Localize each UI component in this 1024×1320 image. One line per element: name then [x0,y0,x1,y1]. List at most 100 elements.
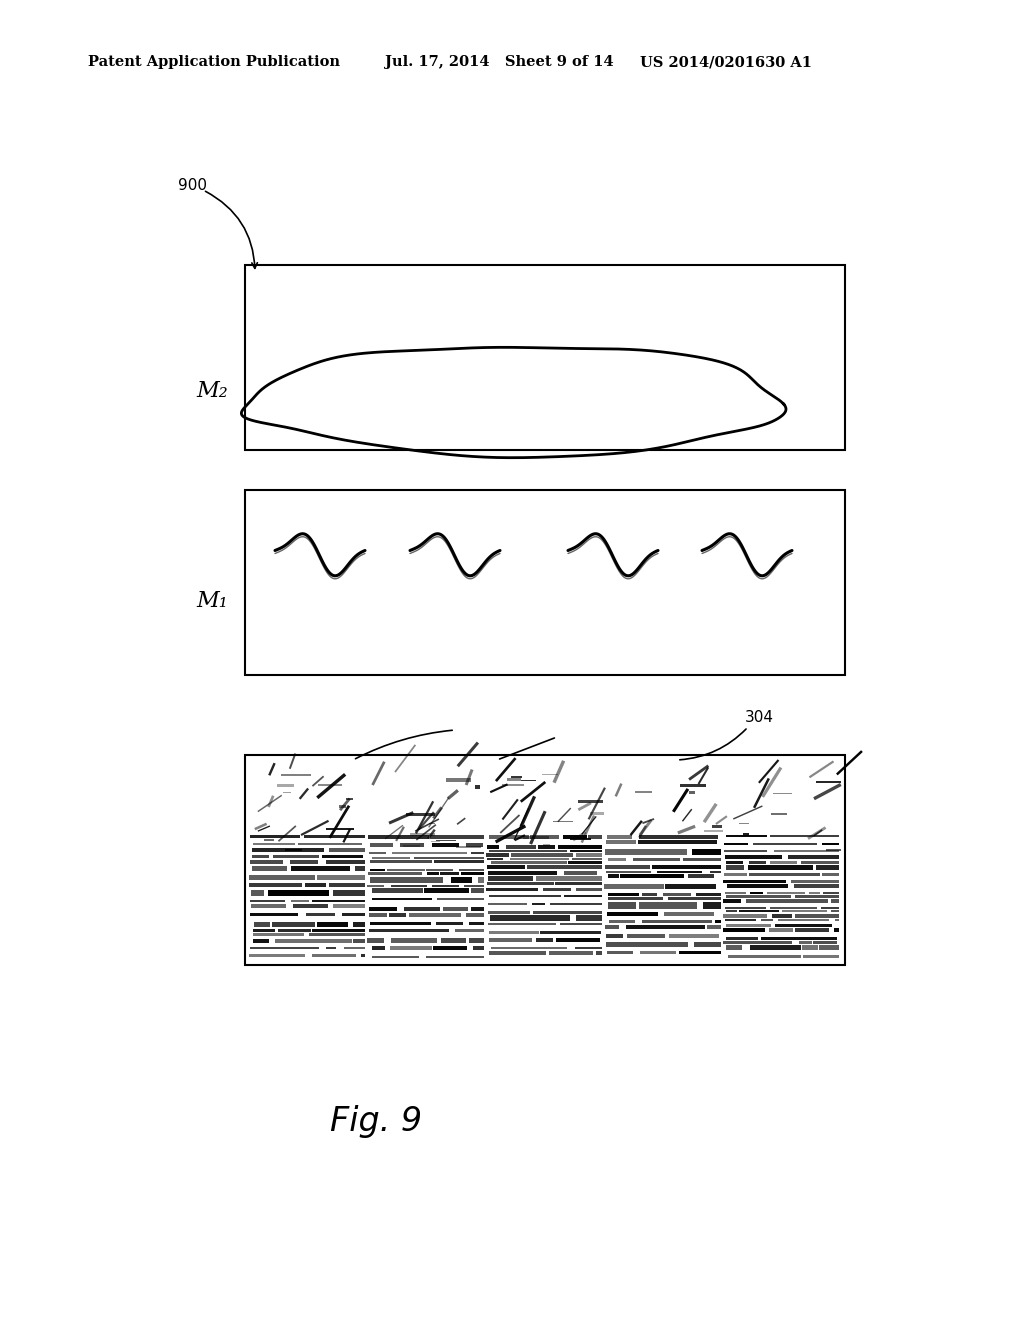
Bar [536,937,553,942]
Bar [488,937,532,942]
Bar [749,873,820,876]
Bar [250,875,315,880]
Bar [830,899,839,903]
Bar [739,822,750,824]
Bar [330,849,366,851]
Bar [276,784,294,787]
Bar [680,784,706,787]
Bar [605,849,687,855]
Bar [835,919,839,921]
Bar [538,845,555,849]
Bar [570,850,602,853]
Bar [544,887,571,891]
Bar [275,939,351,942]
Bar [445,779,471,781]
Bar [368,834,429,840]
Bar [770,907,816,908]
Bar [767,892,805,895]
Bar [490,915,569,920]
Bar [440,871,460,875]
Bar [391,886,427,887]
Bar [342,912,366,916]
Bar [541,931,601,935]
Bar [486,854,509,857]
Bar [489,850,566,853]
Bar [264,840,274,841]
Bar [771,813,787,816]
Bar [487,876,532,880]
Bar [245,265,845,450]
Bar [639,902,696,908]
Bar [556,937,600,942]
Bar [311,954,356,957]
Bar [316,921,348,927]
Bar [414,857,483,859]
Bar [745,899,828,903]
Bar [642,894,657,896]
Bar [456,846,481,847]
Bar [312,929,366,932]
Bar [389,946,432,950]
Bar [530,834,559,840]
Bar [607,912,657,916]
Text: Patent Application Publication: Patent Application Publication [88,55,340,69]
Bar [823,892,839,895]
Bar [250,834,300,838]
Bar [683,858,721,862]
Bar [564,871,597,875]
Bar [473,946,483,950]
Bar [245,490,845,675]
Bar [749,862,766,863]
Bar [555,882,602,884]
Bar [769,928,793,932]
Bar [575,854,602,857]
Bar [391,937,437,942]
Bar [596,950,602,954]
Bar [469,923,483,925]
Bar [669,935,719,939]
Bar [304,834,366,838]
Bar [761,919,773,921]
Bar [726,865,743,870]
Bar [306,912,335,916]
Bar [627,935,665,939]
Bar [703,830,723,832]
Bar [638,840,717,845]
Bar [696,894,721,896]
Bar [723,928,765,932]
Bar [489,950,546,954]
Bar [537,876,602,880]
Bar [487,845,499,849]
Bar [726,945,742,950]
Bar [372,888,423,894]
Bar [333,890,366,896]
Bar [608,902,636,908]
Bar [304,883,326,887]
Bar [290,859,318,863]
Bar [762,937,838,940]
Bar [771,915,793,917]
Bar [487,858,504,861]
Bar [605,925,618,929]
Bar [370,907,397,911]
Bar [486,865,525,869]
Bar [782,909,827,912]
Bar [346,797,353,800]
Bar [434,859,483,863]
Bar [609,920,635,923]
Bar [318,784,342,785]
Bar [253,932,304,936]
Bar [692,849,721,855]
Bar [254,921,269,927]
Bar [639,834,718,838]
Bar [679,952,721,953]
Bar [253,842,295,846]
Bar [669,898,721,900]
Bar [436,923,463,925]
Bar [558,845,602,849]
Bar [488,911,530,915]
Bar [353,939,366,942]
Bar [608,894,639,896]
Bar [291,900,308,902]
Bar [249,883,302,887]
